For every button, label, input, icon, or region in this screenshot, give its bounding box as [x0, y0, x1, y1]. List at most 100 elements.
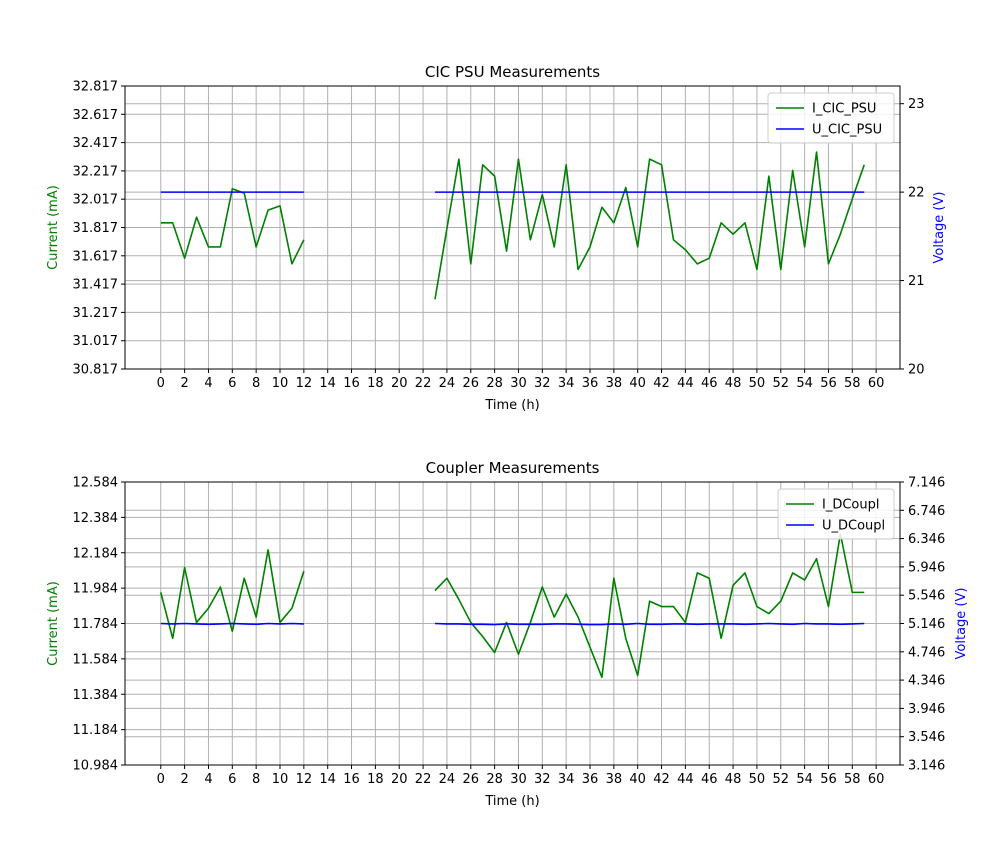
legend: I_CIC_PSU U_CIC_PSU — [767, 92, 895, 144]
legend-entry: U_DCoupl — [822, 519, 885, 534]
y-tick-label: 11.984 — [73, 582, 119, 597]
y2-tick-label: 5.146 — [908, 617, 945, 632]
x-tick-label: 30 — [510, 772, 527, 787]
series-line-u-dcoupl — [160, 622, 304, 626]
x-tick-label: 2 — [180, 376, 188, 391]
y-tick-label: 32.017 — [73, 193, 119, 208]
x-axis-label: Time (h) — [484, 794, 539, 809]
x-tick-label: 0 — [157, 772, 165, 787]
y-tick-label: 11.384 — [73, 688, 119, 703]
x-tick-label: 0 — [157, 376, 165, 391]
y2-tick-label: 6.346 — [908, 532, 945, 547]
y-tick-label: 11.584 — [73, 652, 119, 667]
legend-entry: U_CIC_PSU — [812, 123, 882, 138]
x-tick-label: 8 — [252, 772, 260, 787]
legend-box — [767, 92, 895, 144]
legend-entry: I_CIC_PSU — [812, 102, 876, 117]
y2-tick-label: 22 — [908, 186, 925, 201]
x-tick-label: 14 — [319, 376, 336, 391]
x-tick-label: 4 — [204, 376, 212, 391]
x-tick-label: 58 — [844, 376, 861, 391]
x-tick-label: 24 — [439, 772, 456, 787]
chart-2: 0 2 4 6 8 10 12 14 16 18 20 22 24 26 28 30 32 34 36 38 40 42 4… — [46, 459, 969, 809]
x-tick-label: 20 — [391, 376, 408, 391]
x-tick-label: 42 — [653, 376, 670, 391]
x-tick-label: 54 — [796, 772, 813, 787]
x-tick-label: 60 — [868, 772, 885, 787]
y-axis-label: Current (mA) — [46, 185, 61, 270]
y-tick-label: 32.417 — [73, 136, 119, 151]
y-tick-label: 31.417 — [73, 278, 119, 293]
x-tick-label: 18 — [367, 772, 384, 787]
x-tick-label: 12 — [296, 772, 313, 787]
y2-tick-label: 23 — [908, 97, 925, 112]
y-tick-label: 31.817 — [73, 221, 119, 236]
x-tick-label: 52 — [772, 376, 789, 391]
x-tick-label: 44 — [677, 772, 694, 787]
x-tick-label: 4 — [204, 772, 212, 787]
x-tick-label: 8 — [252, 376, 260, 391]
y2-tick-label: 4.746 — [908, 645, 945, 660]
x-tick-label: 10 — [272, 772, 289, 787]
legend: I_DCoupl U_DCoupl — [777, 488, 895, 540]
series-line-i-cic-psu — [160, 188, 305, 265]
y-tick-label: 31.017 — [73, 334, 119, 349]
y2-tick-label: 7.146 — [908, 476, 945, 491]
x-tick-label: 48 — [725, 772, 742, 787]
y-tick-label: 30.817 — [73, 363, 119, 378]
chart-title: CIC PSU Measurements — [425, 63, 600, 81]
series-line-i-cic-psu — [434, 151, 865, 300]
y2-tick-label: 3.146 — [908, 759, 945, 774]
x-tick-label: 32 — [534, 772, 551, 787]
chart-title: Coupler Measurements — [426, 459, 600, 477]
y-tick-label: 12.184 — [73, 546, 119, 561]
series-line-u-dcoupl — [434, 622, 865, 626]
x-tick-label: 28 — [486, 376, 503, 391]
x-tick-label: 34 — [558, 376, 575, 391]
x-tick-label: 26 — [462, 772, 479, 787]
x-tick-label: 44 — [677, 376, 694, 391]
y2-tick-label: 3.546 — [908, 730, 945, 745]
x-tick-label: 54 — [796, 376, 813, 391]
y-tick-label: 32.217 — [73, 164, 119, 179]
x-tick-label: 50 — [749, 772, 766, 787]
x-tick-label: 56 — [820, 772, 837, 787]
y-tick-label: 12.384 — [73, 511, 119, 526]
x-tick-label: 10 — [272, 376, 289, 391]
x-tick-label: 48 — [725, 376, 742, 391]
y-tick-label: 12.584 — [73, 476, 119, 491]
x-tick-label: 32 — [534, 376, 551, 391]
y-tick-label: 11.184 — [73, 723, 119, 738]
x-tick-label: 26 — [462, 376, 479, 391]
x-tick-label: 24 — [439, 376, 456, 391]
x-tick-label: 6 — [228, 772, 236, 787]
x-tick-label: 46 — [701, 376, 718, 391]
x-tick-label: 38 — [606, 376, 623, 391]
y2-tick-label: 3.946 — [908, 702, 945, 717]
y2-tick-label: 6.746 — [908, 504, 945, 519]
y2-tick-label: 5.546 — [908, 589, 945, 604]
x-tick-label: 18 — [367, 376, 384, 391]
x-tick-label: 30 — [510, 376, 527, 391]
x-tick-label: 38 — [606, 772, 623, 787]
chart-1: 0 2 4 6 8 10 12 14 16 18 20 22 24 26 28 30 32 34 36 38 40 42 4… — [46, 63, 947, 413]
y2-axis-label: Voltage (V) — [932, 192, 947, 264]
x-tick-label: 12 — [296, 376, 313, 391]
x-tick-label: 34 — [558, 772, 575, 787]
x-tick-label: 16 — [343, 772, 360, 787]
x-tick-label: 36 — [582, 772, 599, 787]
y2-tick-label: 5.946 — [908, 560, 945, 575]
x-tick-label: 28 — [486, 772, 503, 787]
legend-entry: I_DCoupl — [822, 498, 879, 513]
x-tick-label: 22 — [415, 772, 432, 787]
x-tick-label: 36 — [582, 376, 599, 391]
y-tick-label: 11.784 — [73, 617, 119, 632]
y-tick-label: 32.817 — [73, 80, 119, 95]
y-tick-label: 31.217 — [73, 306, 119, 321]
y-tick-label: 31.617 — [73, 249, 119, 264]
y2-tick-label: 20 — [908, 363, 925, 378]
x-tick-label: 40 — [629, 376, 646, 391]
series-line-i-dcoupl — [159, 549, 305, 640]
x-tick-label: 6 — [228, 376, 236, 391]
y-tick-label: 32.617 — [73, 108, 119, 123]
